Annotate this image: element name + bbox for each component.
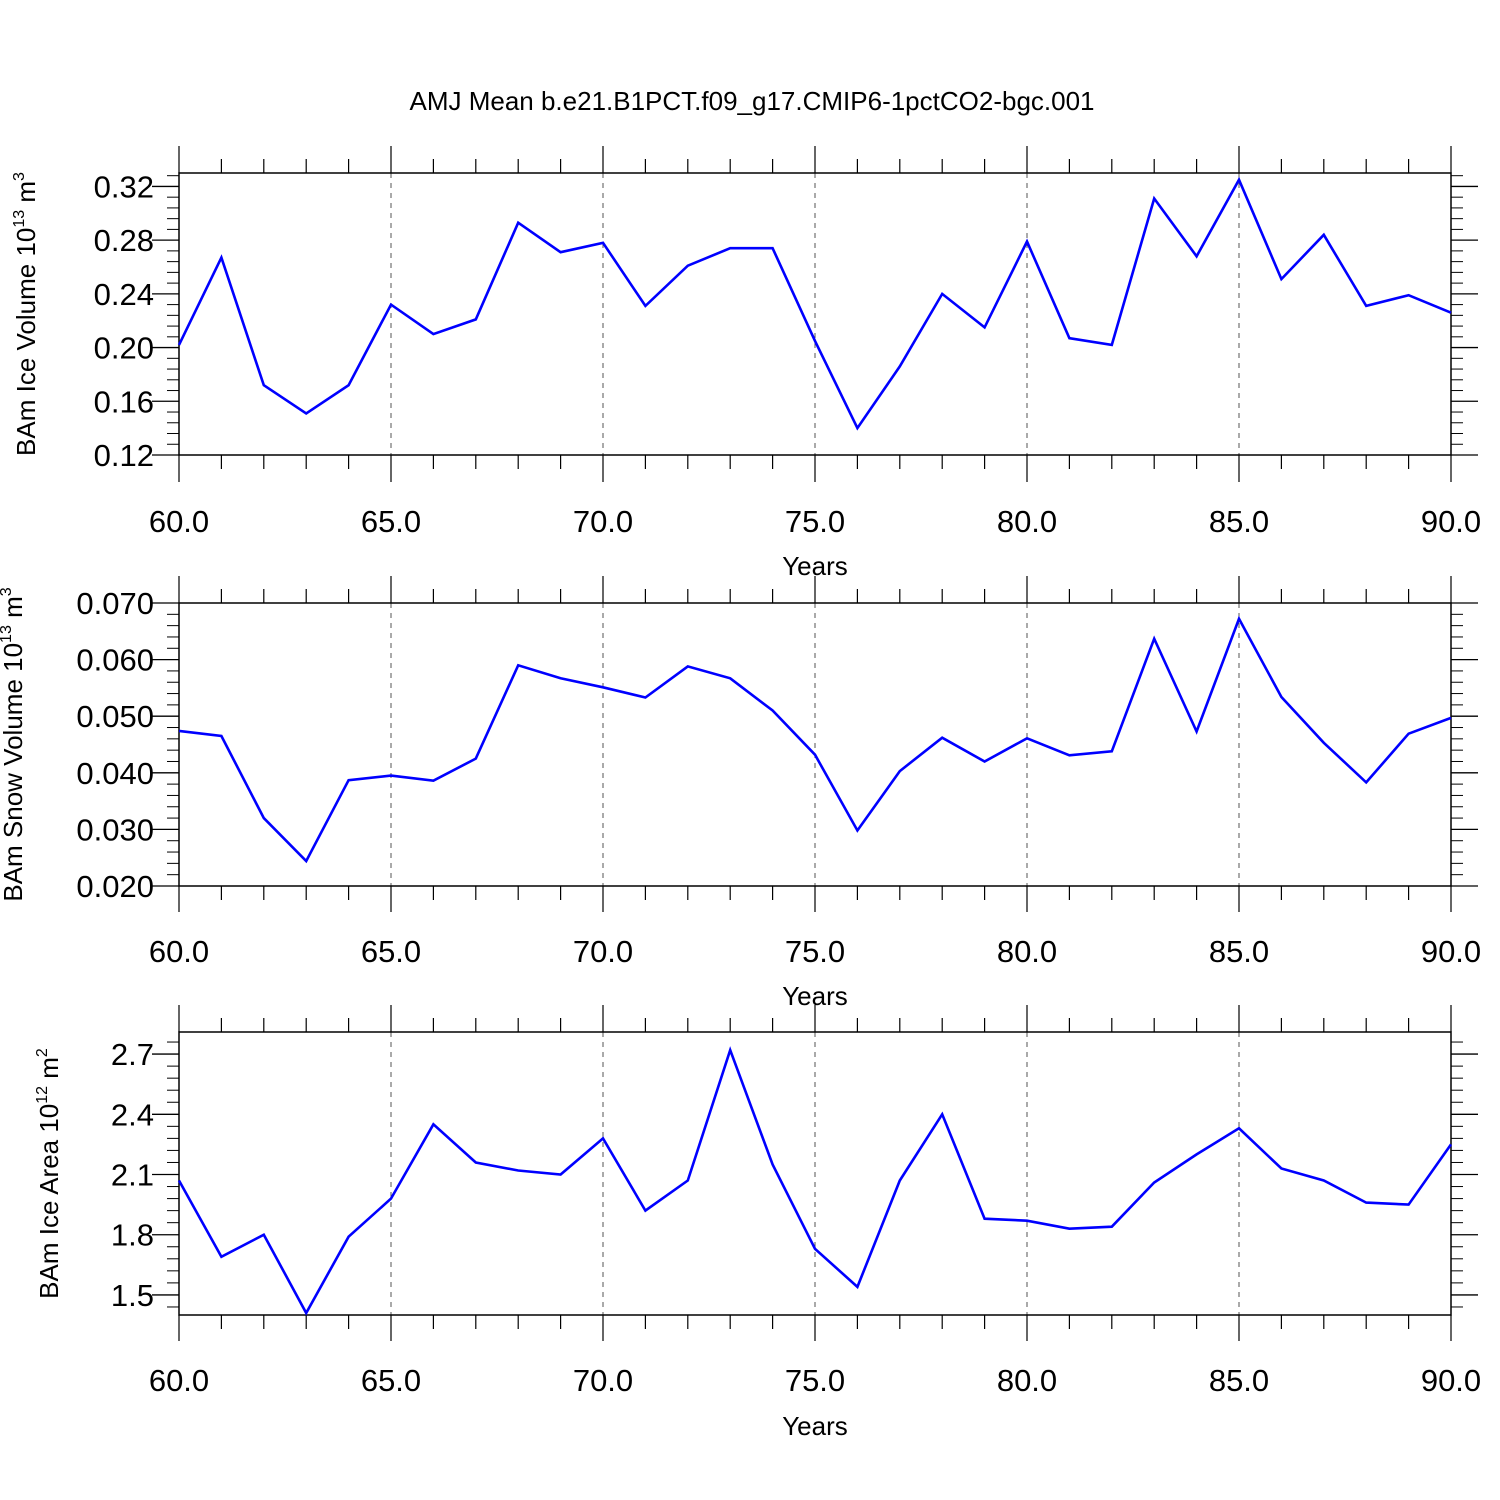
y-tick-label: 0.32: [94, 169, 154, 204]
panel-3: 1.5 1.8 2.1 2.4 2.7 60.0 65.0 70.0 75.0 80.0 85.0 9…: [34, 1005, 1481, 1441]
y-tick-label: 0.20: [94, 331, 154, 366]
y-tick-label: 2.1: [111, 1158, 154, 1193]
x-tick-label: 80.0: [997, 1363, 1057, 1398]
series-line: [177, 176, 1452, 431]
x-tick-label: 90.0: [1421, 504, 1481, 539]
y-axis-label: BAm Ice Volume 1013 m3: [11, 172, 41, 456]
panel-2: 0.020 0.030 0.040 0.050 0.060 0.070 60.0 65.0 70…: [0, 576, 1481, 1011]
y-tick-label: 0.030: [76, 812, 154, 847]
y-tick-label: 0.020: [76, 869, 154, 904]
x-tick-label: 75.0: [785, 504, 845, 539]
y-tick-label: 2.7: [111, 1037, 154, 1072]
series-line: [178, 615, 1452, 864]
x-tick-label: 65.0: [361, 934, 421, 969]
x-tick-label: 70.0: [573, 504, 633, 539]
x-tick-label: 70.0: [573, 1363, 633, 1398]
y-tick-label: 0.040: [76, 756, 154, 791]
x-tick-label: 60.0: [149, 934, 209, 969]
panels: 0.12 0.16 0.20 0.24 0.28 0.32 60.0 65.0 70.0 75.0…: [0, 146, 1481, 1441]
y-tick-label: 0.050: [76, 699, 154, 734]
figure-title: AMJ Mean b.e21.B1PCT.f09_g17.CMIP6-1pctC…: [409, 86, 1094, 116]
y-axis-label: BAm Snow Volume 1013 m3: [0, 587, 28, 901]
x-tick-label: 65.0: [361, 504, 421, 539]
y-tick-label: 0.24: [94, 277, 154, 312]
y-tick-label: 0.070: [76, 586, 154, 621]
x-tick-label: 75.0: [785, 934, 845, 969]
panel-1: 0.12 0.16 0.20 0.24 0.28 0.32 60.0 65.0 70.0 75.0…: [11, 146, 1481, 581]
y-tick-label: 0.060: [76, 643, 154, 678]
series-line: [177, 1046, 1453, 1316]
x-tick-label: 85.0: [1209, 504, 1269, 539]
x-tick-label: 75.0: [785, 1363, 845, 1398]
y-tick-label: 0.28: [94, 223, 154, 258]
y-tick-label: 0.16: [94, 384, 154, 419]
y-axis-label: BAm Ice Area 1012 m2: [34, 1048, 64, 1299]
y-tick-label: 1.5: [111, 1278, 154, 1313]
x-tick-label: 60.0: [149, 1363, 209, 1398]
x-tick-label: 60.0: [149, 504, 209, 539]
x-tick-label: 85.0: [1209, 1363, 1269, 1398]
x-tick-label: 80.0: [997, 934, 1057, 969]
y-tick-label: 1.8: [111, 1218, 154, 1253]
x-axis-label: Years: [782, 1411, 848, 1441]
x-tick-label: 90.0: [1421, 1363, 1481, 1398]
x-tick-label: 90.0: [1421, 934, 1481, 969]
y-tick-label: 0.12: [94, 438, 154, 473]
x-tick-label: 65.0: [361, 1363, 421, 1398]
x-tick-label: 85.0: [1209, 934, 1269, 969]
x-tick-label: 80.0: [997, 504, 1057, 539]
x-tick-label: 70.0: [573, 934, 633, 969]
y-tick-label: 2.4: [111, 1097, 154, 1132]
